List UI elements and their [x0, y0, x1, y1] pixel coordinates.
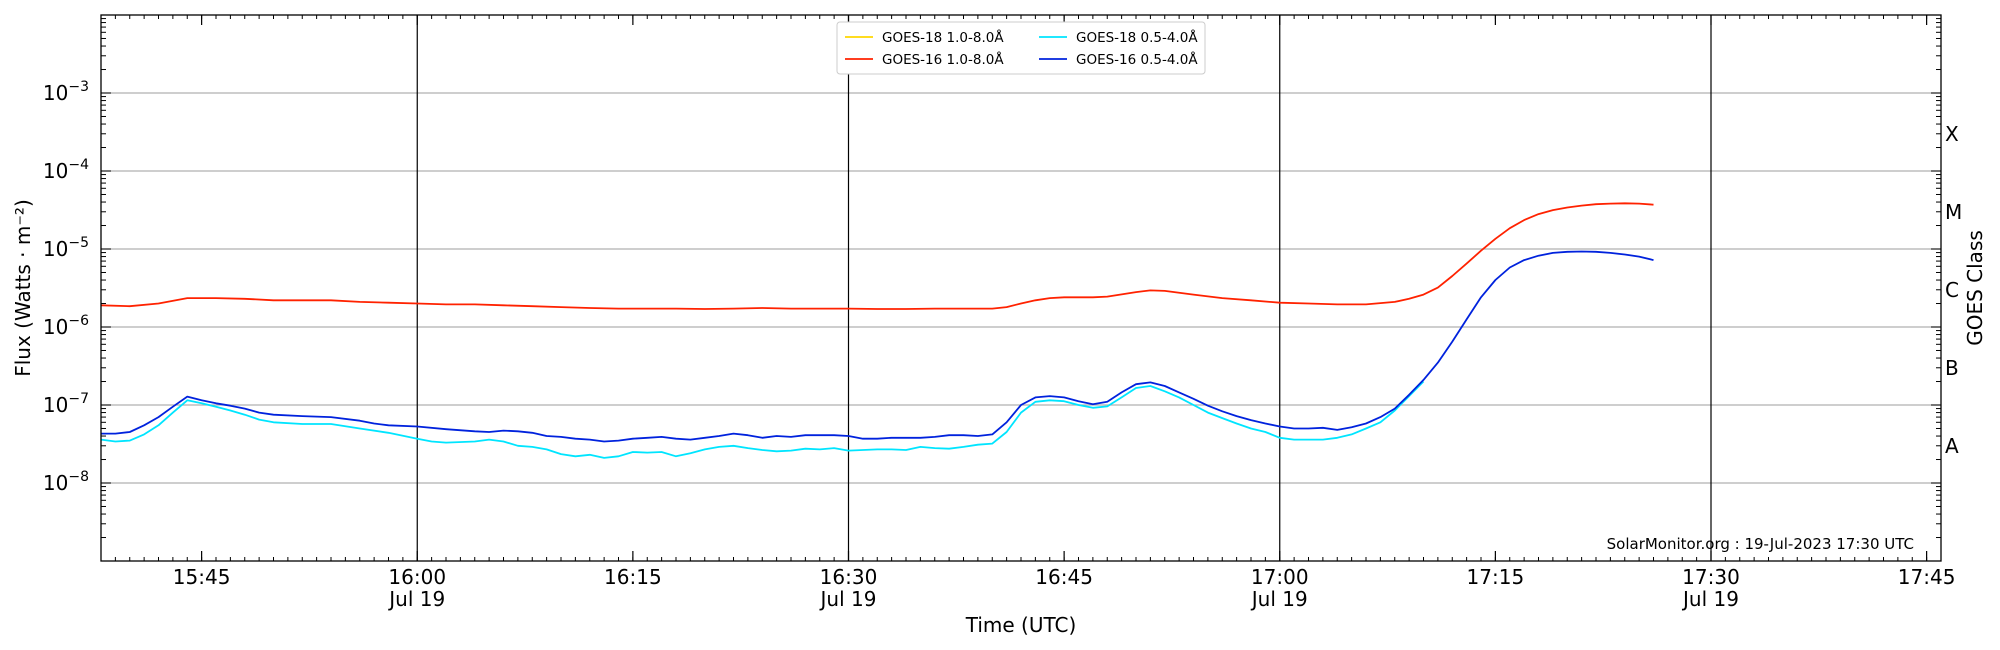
x-tick-label: 15:45 [173, 565, 231, 589]
tick-layer [100, 14, 1942, 562]
legend: GOES-18 1.0-8.0Å GOES-16 1.0-8.0Å GOES-18 … [836, 21, 1206, 75]
x-tick-date-label: Jul 19 [819, 587, 877, 611]
goes-class-label: M [1945, 200, 1962, 224]
series-line-4 [101, 250, 1654, 443]
goes-class-label: B [1945, 356, 1959, 380]
x-tick-label: 17:00 [1251, 565, 1309, 589]
x-tick-label: 17:15 [1467, 565, 1525, 589]
legend-label-2: GOES-16 1.0-8.0Å [882, 51, 1004, 68]
y-tick-label: 10−4 [43, 157, 89, 183]
legend-box [836, 21, 1206, 75]
legend-label-3: GOES-18 0.5-4.0Å [1076, 29, 1198, 46]
x-tick-label: 17:45 [1898, 565, 1956, 589]
series-line-3 [100, 380, 1425, 459]
series-layer [100, 202, 1654, 459]
x-tick-label: 16:00 [388, 565, 446, 589]
x-tick-label: 16:45 [1035, 565, 1093, 589]
credit-text: SolarMonitor.org : 19-Jul-2023 17:30 UTC [1607, 535, 1914, 553]
y-axis-right-title: GOES Class [1963, 230, 1987, 346]
goes-class-label: C [1945, 278, 1959, 302]
legend-label-4: GOES-16 0.5-4.0Å [1076, 51, 1198, 68]
x-tick-date-label: Jul 19 [1681, 587, 1739, 611]
y-tick-label: 10−3 [43, 79, 89, 105]
legend-label-1: GOES-18 1.0-8.0Å [882, 29, 1004, 46]
x-tick-date-label: Jul 19 [387, 587, 445, 611]
y-tick-label: 10−7 [43, 391, 89, 417]
y-tick-label: 10−8 [43, 469, 89, 495]
goes-class-label: A [1945, 434, 1959, 458]
x-tick-label: 17:30 [1682, 565, 1740, 589]
x-tick-label: 16:30 [820, 565, 878, 589]
y-axis-title: Flux (Watts · m⁻²) [11, 199, 35, 377]
x-tick-label: 16:15 [604, 565, 662, 589]
goes-class-label: X [1945, 122, 1959, 146]
x-axis-title: Time (UTC) [965, 613, 1077, 637]
x-tick-date-label: Jul 19 [1250, 587, 1308, 611]
y-tick-label: 10−5 [43, 235, 89, 261]
day-marker-lines [416, 15, 1712, 561]
series-line-2 [100, 202, 1654, 310]
y-tick-label: 10−6 [43, 313, 89, 339]
